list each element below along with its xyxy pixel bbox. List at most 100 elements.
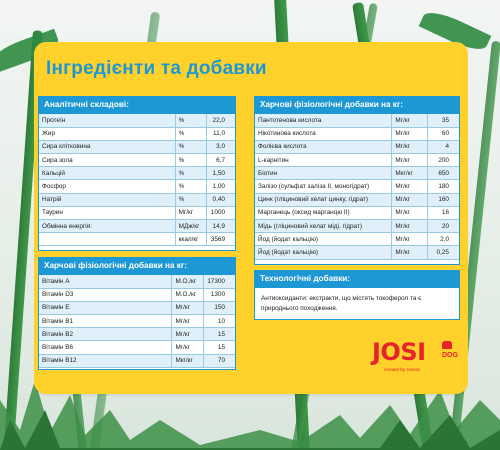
- table-row: Залізо (сульфат заліза II, моногідрат) Мг…: [255, 179, 459, 194]
- table-row: Натрій% 0,40: [39, 193, 235, 207]
- ingredient-name: Вітамін D3: [39, 288, 172, 302]
- ingredient-unit: ккал/кг: [174, 232, 207, 247]
- ingredient-value: 15: [203, 340, 235, 355]
- ingredient-name: Фосфор: [39, 179, 176, 194]
- ingredient-name: Йод (йодат кальцію): [255, 232, 392, 247]
- ingredient-unit: М.О./кг: [171, 288, 204, 302]
- ingredient-unit: %: [174, 114, 207, 128]
- table-row: Цинк (гліциновий хелат цинку, гідрат) Мг/…: [255, 193, 459, 207]
- ingredient-value: 17300: [203, 275, 235, 289]
- ingredient-value: 1000: [206, 206, 235, 221]
- ingredient-unit: Мкг/кг: [391, 166, 428, 181]
- table-row: Кальцій% 1,50: [39, 166, 235, 181]
- ingredient-unit: %: [174, 193, 207, 207]
- ingredient-unit: Мг/кг: [391, 140, 428, 155]
- ingredient-value: 11,0: [206, 127, 235, 141]
- ingredient-name: Жир: [39, 127, 176, 141]
- ingredient-value: 15: [203, 327, 235, 342]
- ingredient-name: Нікотинова кислота: [255, 127, 392, 141]
- ingredient-unit: Мг/кг: [391, 153, 428, 168]
- logo-sub: DOG: [442, 352, 458, 359]
- vitamins-table: Вітамін A М.О./кг 17300 Вітамін D3 М.О./кг 13…: [39, 275, 235, 368]
- analytic-table: Протеїн% 22,0 Жир% 11,0 Сира клітковина% 3,0 С…: [39, 114, 235, 247]
- ingredient-unit: Мг/кг: [391, 193, 428, 207]
- ingredient-value: 0,40: [206, 193, 235, 207]
- table-row: Йод (йодат кальцію) Мг/кг 2,0: [255, 232, 459, 247]
- ingredient-name: Обмінна енергія:: [39, 219, 176, 234]
- ingredient-unit: Мг/кг: [391, 179, 428, 194]
- table-row: Обмінна енергія: МДж/кг 14,9: [39, 219, 235, 234]
- additives-heading: Харчові фізіологічні добавки на кг:: [255, 97, 459, 114]
- ingredient-name: Вітамін A: [39, 275, 172, 289]
- additives-panel: Харчові фізіологічні добавки на кг: Пант…: [254, 96, 460, 265]
- ingredient-value: 70: [203, 354, 235, 368]
- ingredient-value: 150: [203, 301, 235, 316]
- table-row: Вітамін B1 Мг/кг 10: [39, 314, 235, 329]
- ingredient-name: Протеїн: [39, 114, 176, 128]
- table-row: Вітамін B2 Мг/кг 15: [39, 327, 235, 342]
- logo-tagline: created by Josera: [384, 367, 420, 372]
- ingredient-unit: Мг/кг: [391, 245, 428, 260]
- ingredient-unit: Мкг/кг: [171, 354, 204, 368]
- ingredient-value: 16: [426, 206, 459, 221]
- table-row: Таурин Мг/кг 1000: [39, 206, 235, 221]
- ingredient-name: Вітамін B2: [39, 327, 172, 342]
- ingredient-unit: %: [174, 153, 207, 168]
- tech-heading: Технологічні добавки:: [255, 271, 459, 288]
- ingredient-value: 160: [426, 193, 459, 207]
- table-row: Нікотинова кислота Мг/кг 60: [255, 127, 459, 141]
- table-row: Сира клітковина% 3,0: [39, 140, 235, 155]
- ingredient-name: Фолієва кислота: [255, 140, 392, 155]
- ingredient-unit: Мг/кг: [391, 114, 428, 128]
- ingredient-value: 1300: [203, 288, 235, 302]
- ingredient-value: 60: [426, 127, 459, 141]
- ingredient-value: 35: [426, 114, 459, 128]
- ingredient-name: Вітамін E: [39, 301, 172, 316]
- analytic-heading: Аналітичні складові:: [39, 97, 235, 114]
- ingredient-name: L-карнітин: [255, 153, 392, 168]
- ingredient-value: 3,0: [206, 140, 235, 155]
- josidog-logo: JOSI DOG created by Josera: [372, 340, 464, 384]
- ingredient-value: 1,00: [206, 179, 235, 194]
- logo-brand: JOSI: [372, 338, 426, 366]
- ingredient-name: Йод (йодат кальцію): [255, 245, 392, 260]
- analytic-panel: Аналітичні складові: Протеїн% 22,0 Жир% 11,…: [38, 96, 236, 251]
- ingredient-name: Вітамін B1: [39, 314, 172, 329]
- ingredient-name: [39, 232, 176, 247]
- page-title: Інгредієнти та добавки: [46, 58, 267, 79]
- table-row: ккал/кг 3569: [39, 232, 235, 247]
- ingredient-value: 180: [426, 179, 459, 194]
- table-row: Йод (йодат кальцію) Мг/кг 0,25: [255, 245, 459, 260]
- dog-mark-icon: [442, 341, 452, 349]
- table-row: Фосфор% 1,00: [39, 179, 235, 194]
- table-row: Пантотенова кислота Мг/кг 35: [255, 114, 459, 128]
- ingredient-unit: %: [174, 127, 207, 141]
- ingredient-unit: Мг/кг: [391, 127, 428, 141]
- tech-panel: Технологічні добавки: Антиоксиданти: екс…: [254, 270, 460, 320]
- vitamins-panel: Харчові фізіологічні добавки на кг: Віта…: [38, 257, 236, 370]
- ingredients-card: Інгредієнти та добавки Аналітичні складо…: [34, 42, 468, 394]
- ingredient-name: Пантотенова кислота: [255, 114, 392, 128]
- ingredient-unit: Мг/кг: [171, 301, 204, 316]
- ingredient-name: Кальцій: [39, 166, 176, 181]
- ingredient-name: Мідь (гліциновий хелат міді, гідрат): [255, 219, 392, 234]
- ingredient-value: 14,9: [206, 219, 235, 234]
- ingredient-value: 650: [426, 166, 459, 181]
- table-row: Мідь (гліциновий хелат міді, гідрат) Мг/к…: [255, 219, 459, 234]
- ingredient-name: Біотин: [255, 166, 392, 181]
- ingredient-name: Вітамін B6: [39, 340, 172, 355]
- ingredient-unit: Мг/кг: [391, 232, 428, 247]
- ingredient-name: Залізо (сульфат заліза II, моногідрат): [255, 179, 392, 194]
- ingredient-unit: Мг/кг: [171, 314, 204, 329]
- table-row: Протеїн% 22,0: [39, 114, 235, 128]
- additives-table: Пантотенова кислота Мг/кг 35 Нікотинова кис…: [255, 114, 459, 260]
- table-row: Жир% 11,0: [39, 127, 235, 141]
- ingredient-unit: Мг/кг: [391, 206, 428, 221]
- table-row: Фолієва кислота Мг/кг 4: [255, 140, 459, 155]
- table-row: Біотин Мкг/кг 650: [255, 166, 459, 181]
- ingredient-value: 1,50: [206, 166, 235, 181]
- table-row: L-карнітин Мг/кг 200: [255, 153, 459, 168]
- ingredient-name: Таурин: [39, 206, 176, 221]
- table-row: Вітамін A М.О./кг 17300: [39, 275, 235, 289]
- ingredient-unit: МДж/кг: [174, 219, 207, 234]
